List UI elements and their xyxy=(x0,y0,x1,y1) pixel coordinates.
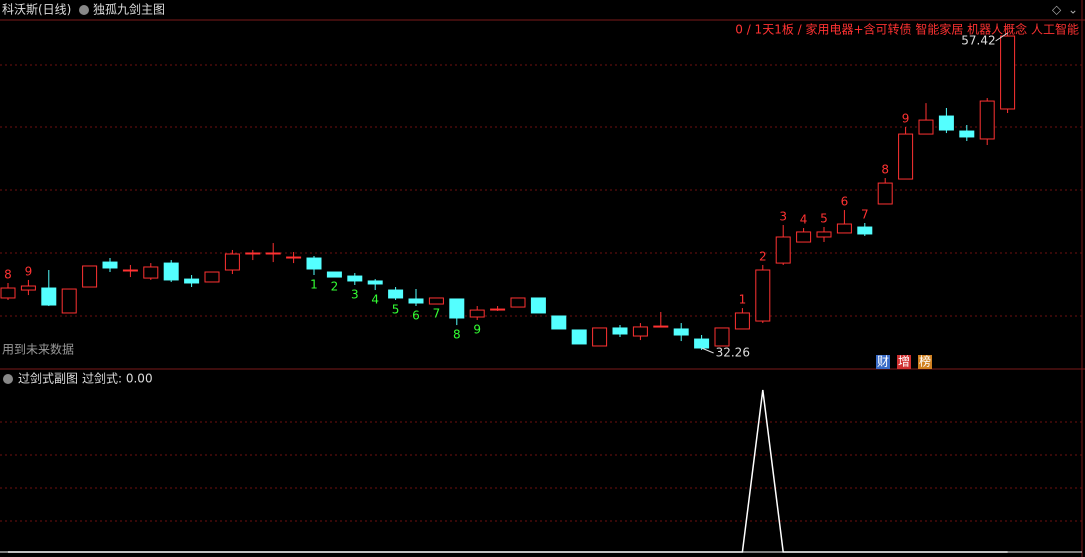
candle-body xyxy=(755,269,771,322)
candle-body xyxy=(224,253,240,271)
candle-body xyxy=(428,297,444,305)
sell-count: 9 xyxy=(25,264,33,278)
candle-body xyxy=(41,287,57,306)
candle-body xyxy=(673,328,689,336)
candle-body xyxy=(612,327,628,335)
candle-body xyxy=(653,325,669,328)
badge-bg xyxy=(876,355,890,369)
candle-body xyxy=(1000,35,1016,110)
candle-body xyxy=(347,275,363,282)
sell-count: 5 xyxy=(820,212,828,226)
badge-bg xyxy=(897,355,911,369)
candle-body xyxy=(408,298,424,304)
candle-body xyxy=(184,278,200,284)
candle-body xyxy=(714,327,730,347)
candle-body xyxy=(102,261,118,269)
candle-body xyxy=(510,297,526,308)
candle-body xyxy=(959,130,975,138)
candle-body xyxy=(918,119,934,135)
sell-count: 6 xyxy=(841,195,849,209)
main-grid xyxy=(0,64,1082,522)
buy-count: 8 xyxy=(453,328,461,342)
badge: 增 xyxy=(898,355,910,369)
candle-body xyxy=(551,315,567,330)
buy-count: 2 xyxy=(331,280,339,294)
buy-count: 3 xyxy=(351,287,359,301)
candle-body xyxy=(938,115,954,131)
indicator-line xyxy=(8,389,1008,553)
candle-body xyxy=(775,236,791,264)
concepts: 0 / 1天1板 / 家用电器+含可转债 智能家居 机器人概念 人工智能 xyxy=(735,22,1079,37)
candle-body xyxy=(571,329,587,345)
sub-current: 过剑式: 0.00 xyxy=(82,371,153,386)
buy-count: 9 xyxy=(473,323,481,337)
candle-body xyxy=(816,231,832,238)
stock-name: 科沃斯(日线) xyxy=(2,3,71,17)
candle-body xyxy=(734,312,750,330)
candle-body xyxy=(469,309,485,318)
sub-menu-icon[interactable] xyxy=(3,374,13,384)
candle-body xyxy=(143,266,159,279)
candle-body xyxy=(979,100,995,140)
min-pointer xyxy=(701,347,714,354)
candle-body xyxy=(122,269,138,272)
sell-count: 4 xyxy=(800,213,808,227)
sell-count: 8 xyxy=(881,163,889,177)
sell-count: 3 xyxy=(779,210,787,224)
sell-count: 7 xyxy=(861,208,869,222)
sell-count: 9 xyxy=(902,112,910,126)
candle-body xyxy=(265,252,281,255)
badge: 财 xyxy=(877,355,889,369)
candle-body xyxy=(61,288,77,314)
candle-body xyxy=(857,226,873,235)
candle-body xyxy=(632,326,648,337)
candle-body xyxy=(898,133,914,180)
menu-icon[interactable] xyxy=(79,5,89,15)
candle-body xyxy=(286,256,302,259)
candle-body xyxy=(245,252,261,255)
min-label: 32.26 xyxy=(716,346,750,360)
candle-body xyxy=(326,271,342,278)
buy-count: 7 xyxy=(433,307,441,321)
badge-bg xyxy=(918,355,932,369)
candle-body xyxy=(592,327,608,347)
candle-body xyxy=(877,182,893,205)
candle-body xyxy=(367,280,383,285)
badge: 榜 xyxy=(919,354,931,369)
max-pointer xyxy=(995,32,1008,42)
buy-count: 5 xyxy=(392,302,400,316)
sub-chart-name: 过剑式副图 xyxy=(18,371,78,386)
sell-count: 2 xyxy=(759,249,767,263)
buy-count: 4 xyxy=(371,293,379,307)
candle-body xyxy=(82,265,98,288)
candle-body xyxy=(0,287,16,299)
diamond-icon[interactable]: ◇ xyxy=(1052,3,1062,17)
candle-body xyxy=(388,289,404,299)
candle-body xyxy=(163,262,179,281)
buy-count: 1 xyxy=(310,278,318,292)
sell-count: 1 xyxy=(739,293,747,307)
note: 用到未来数据 xyxy=(2,342,74,357)
candle-body xyxy=(449,298,465,319)
candle-body xyxy=(306,257,322,270)
sell-count: 8 xyxy=(4,267,12,281)
buy-count: 6 xyxy=(412,309,420,323)
candle-body xyxy=(204,271,220,283)
main-chart-name: 独孤九剑主图 xyxy=(93,2,165,17)
candle-body xyxy=(694,338,710,349)
candle-body xyxy=(836,223,852,234)
collapse-icon[interactable]: ⌄ xyxy=(1068,3,1078,17)
max-label: 57.42 xyxy=(961,34,995,48)
candle-body xyxy=(20,285,36,291)
candle-body xyxy=(490,308,506,311)
candle-body xyxy=(530,297,546,314)
candle-body xyxy=(796,231,812,243)
